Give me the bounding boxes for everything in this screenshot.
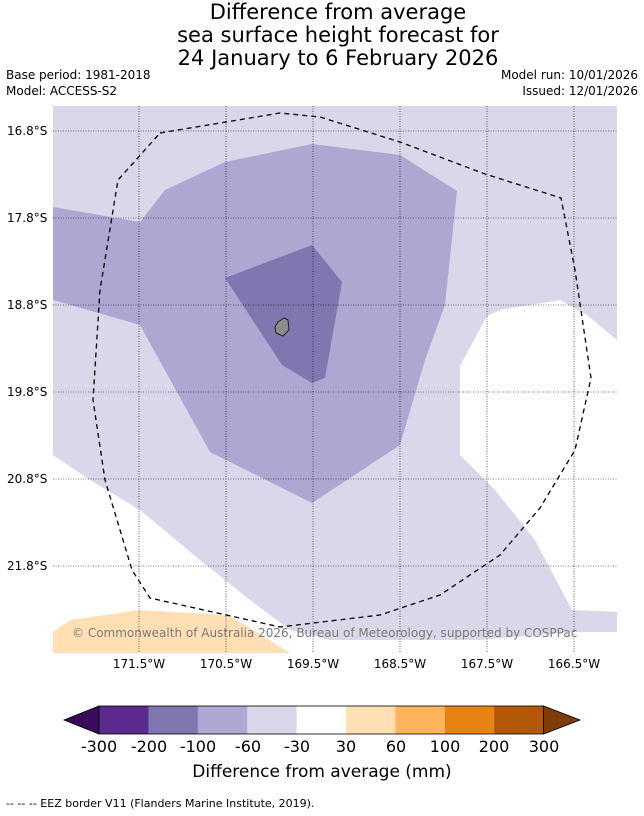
map-area (53, 106, 617, 653)
lon-tick-label: 168.5°W (373, 657, 427, 671)
colorbar-tick-label: 30 (335, 737, 357, 756)
lat-tick-label: 17.8°S (7, 211, 48, 225)
colorbar-extend-max (543, 705, 582, 735)
eez-border-line (92, 112, 592, 628)
colorbar-tick-label: -200 (130, 737, 168, 756)
issued-date: Issued: 12/01/2026 (522, 84, 638, 98)
colorbar-tick-label: -30 (283, 737, 311, 756)
lon-tick-label: 171.5°W (112, 657, 166, 671)
model-run: Model run: 10/01/2026 (500, 68, 638, 82)
colorbar-title: Difference from average (mm) (192, 762, 452, 782)
base-period: Base period: 1981-2018 (6, 68, 151, 82)
lat-tick-label: 21.8°S (7, 559, 48, 573)
lat-tick-label: 18.8°S (7, 298, 48, 312)
colorbar-segment (494, 706, 544, 734)
colorbar-tick-label: 100 (429, 737, 461, 756)
colorbar-outline (98, 705, 545, 735)
graticule (53, 106, 617, 653)
colorbar-segment (148, 706, 199, 734)
colorbar-tick-label: -100 (179, 737, 217, 756)
title-line-1: Difference from average (209, 0, 467, 24)
colorbar-tick-label: 200 (478, 737, 510, 756)
title-line-3: 24 January to 6 February 2026 (177, 46, 499, 70)
colorbar-extend-min (62, 705, 100, 735)
model-name: Model: ACCESS-S2 (6, 84, 118, 98)
colorbar-segment (99, 706, 149, 734)
colorbar-tick-label: 60 (385, 737, 407, 756)
title-line-2: sea surface height forecast for (177, 23, 499, 47)
colorbar (62, 705, 582, 735)
colorbar-segment (296, 706, 347, 734)
colorbar-tick-label: -60 (234, 737, 262, 756)
island-land (274, 317, 290, 337)
lat-tick-label: 19.8°S (7, 385, 48, 399)
colorbar-tick-label: -300 (80, 737, 118, 756)
meta-left: Base period: 1981-2018 Model: ACCESS-S2 (6, 67, 151, 99)
chart-title: Difference from average sea surface heig… (0, 1, 644, 70)
lon-tick-label: 170.5°W (199, 657, 253, 671)
lon-tick-label: 167.5°W (460, 657, 514, 671)
colorbar-tick-label: 300 (528, 737, 560, 756)
colorbar-segment (346, 706, 396, 734)
contour-light-orange (53, 610, 290, 653)
lat-tick-label: 20.8°S (7, 472, 48, 486)
eez-legend-note: -- -- -- EEZ border V11 (Flanders Marine… (6, 797, 315, 810)
meta-right: Model run: 10/01/2026 Issued: 12/01/2026 (501, 67, 638, 99)
lon-tick-label: 169.5°W (286, 657, 340, 671)
colorbar-segment (247, 706, 297, 734)
colorbar-segment (444, 706, 495, 734)
colorbar-segment (197, 706, 248, 734)
lat-tick-label: 16.8°S (7, 124, 48, 138)
lon-tick-label: 166.5°W (547, 657, 601, 671)
copyright-notice: © Commonwealth of Australia 2026, Bureau… (72, 626, 578, 640)
colorbar-segment (395, 706, 446, 734)
